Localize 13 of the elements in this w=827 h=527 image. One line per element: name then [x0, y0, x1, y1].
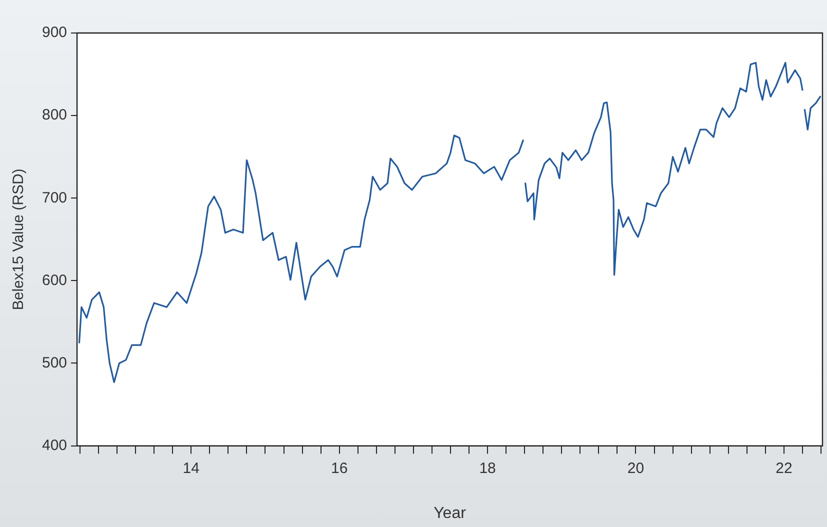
- y-axis-title: Belex15 Value (RSD): [10, 168, 28, 310]
- x-tick-label: 16: [331, 460, 348, 477]
- y-tick-label: 400: [42, 436, 68, 454]
- x-tick-label: 14: [182, 460, 200, 477]
- x-tick-label: 22: [776, 460, 792, 477]
- x-tick-label: 18: [479, 460, 496, 477]
- y-tick-label: 800: [42, 106, 68, 124]
- y-tick-label: 900: [42, 24, 68, 42]
- y-tick-label: 600: [42, 272, 68, 289]
- y-tick-label: 500: [42, 354, 68, 372]
- y-tick-label: 700: [42, 189, 68, 206]
- x-axis-title: Year: [434, 504, 467, 522]
- x-tick-label: 20: [627, 460, 644, 477]
